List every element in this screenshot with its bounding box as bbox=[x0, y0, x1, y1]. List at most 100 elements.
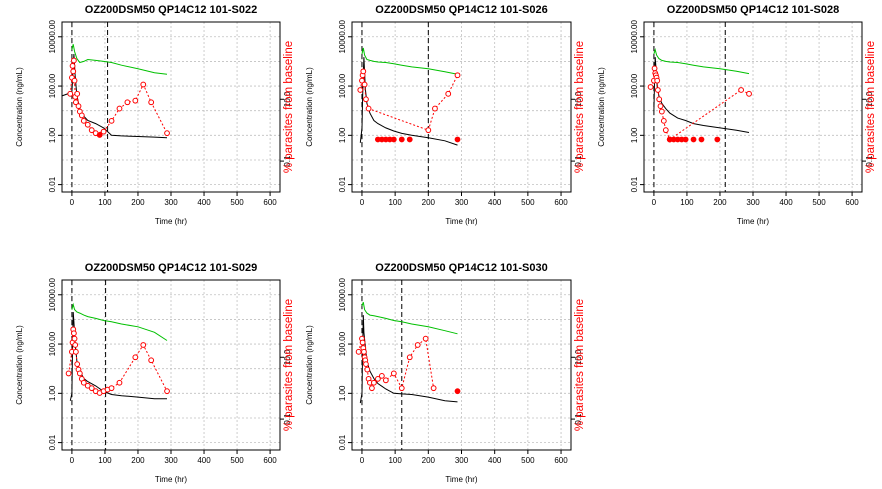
parasite-point bbox=[657, 103, 664, 110]
parasite-point bbox=[164, 388, 170, 395]
y2-tick-label: 10.0 bbox=[283, 349, 292, 365]
parasite-point bbox=[425, 127, 432, 134]
x-tick-label: 0 bbox=[652, 198, 657, 207]
parasite-point bbox=[654, 87, 661, 93]
x-tick-label: 400 bbox=[488, 456, 502, 465]
parasite-point bbox=[454, 72, 461, 79]
parasite-point bbox=[140, 342, 147, 348]
parasite-point-solid bbox=[96, 132, 103, 138]
x-tick-label: 100 bbox=[98, 456, 112, 465]
x-tick-label: 500 bbox=[521, 456, 535, 465]
parasite-point bbox=[84, 121, 91, 128]
parasite-point bbox=[70, 68, 77, 75]
parasite-point bbox=[132, 97, 139, 104]
parasite-point bbox=[72, 348, 79, 355]
x-tick-label: 300 bbox=[455, 198, 469, 207]
parasite-point bbox=[363, 361, 369, 368]
parasite-point bbox=[88, 385, 95, 392]
parasite-point-solid bbox=[682, 136, 689, 143]
x-tick-label: 100 bbox=[680, 198, 694, 207]
parasite-point bbox=[658, 108, 665, 115]
x-tick-label: 500 bbox=[521, 198, 535, 207]
y-tick-label: 10000.00 bbox=[338, 278, 347, 312]
x-tick-label: 300 bbox=[164, 198, 178, 207]
parasite-point bbox=[365, 105, 372, 112]
x-axis-title: Time (hr) bbox=[737, 217, 769, 226]
y-tick-label: 1.00 bbox=[338, 385, 347, 401]
x-tick-label: 300 bbox=[164, 456, 178, 465]
y-tick-label: 100.00 bbox=[48, 331, 57, 356]
y-tick-label: 1.00 bbox=[338, 127, 347, 143]
parasite-point bbox=[738, 87, 745, 93]
x-tick-label: 600 bbox=[554, 198, 568, 207]
y2-tick-label: 10.0 bbox=[574, 349, 583, 365]
y-tick-label: 100.00 bbox=[630, 73, 639, 98]
parasite-point bbox=[355, 348, 362, 355]
parasite-point bbox=[65, 370, 72, 377]
y-tick-label: 10000.00 bbox=[48, 20, 57, 54]
parasite-point bbox=[124, 99, 131, 106]
parasite-point bbox=[364, 366, 371, 373]
parasite-point bbox=[746, 90, 752, 97]
parasite-point bbox=[75, 103, 82, 110]
x-tick-label: 600 bbox=[263, 456, 277, 465]
x-tick-label: 100 bbox=[98, 198, 112, 207]
y-tick-label: 1.00 bbox=[630, 127, 639, 143]
panel-title: OZ200DSM50 QP14C12 101-S028 bbox=[667, 4, 839, 16]
parasite-point bbox=[80, 117, 87, 124]
parasite-point bbox=[378, 372, 385, 379]
y-tick-label: 0.01 bbox=[338, 176, 347, 192]
y-axis-title: Concentration (ng/mL) bbox=[305, 67, 314, 147]
concentration-line bbox=[359, 315, 458, 404]
x-tick-label: 0 bbox=[70, 456, 75, 465]
parasite-point bbox=[651, 65, 658, 72]
parasite-point bbox=[108, 385, 115, 392]
parasite-point bbox=[72, 342, 79, 348]
x-axis-title: Time (hr) bbox=[445, 217, 477, 226]
x-tick-label: 500 bbox=[230, 456, 244, 465]
parasite-point-solid bbox=[454, 388, 461, 395]
y2-axis-title: % parasites from baseline bbox=[283, 41, 295, 173]
panel-title: OZ200DSM50 QP14C12 101-S029 bbox=[85, 262, 257, 274]
y-tick-label: 0.01 bbox=[630, 176, 639, 192]
parasite-point bbox=[78, 112, 85, 119]
x-tick-label: 100 bbox=[388, 198, 402, 207]
y-tick-label: 100.00 bbox=[48, 73, 57, 98]
panel-1: 0 100 200 300 400 500 600 0.01 1.00 100.00 10000.0… bbox=[15, 4, 295, 226]
parasite-point bbox=[74, 90, 81, 97]
y2-tick-label: 0.1 bbox=[283, 413, 292, 425]
parasite-point bbox=[70, 57, 77, 64]
y2-tick-label: 10.0 bbox=[283, 91, 292, 107]
x-tick-label: 600 bbox=[263, 198, 277, 207]
parasite-point bbox=[382, 377, 389, 384]
parasite-point-solid bbox=[690, 136, 697, 143]
concentration-line bbox=[653, 57, 750, 133]
parasite-point bbox=[432, 105, 438, 112]
parasite-point bbox=[71, 335, 78, 342]
parasite-point-solid bbox=[406, 136, 413, 143]
parasite-point bbox=[76, 370, 83, 377]
parasite-point bbox=[390, 370, 397, 377]
x-tick-label: 500 bbox=[812, 198, 826, 207]
green-curve-line bbox=[361, 302, 458, 335]
x-tick-label: 200 bbox=[131, 198, 145, 207]
parasite-point-solid bbox=[714, 136, 721, 143]
y-tick-label: 1.00 bbox=[48, 127, 57, 143]
parasite-point-solid bbox=[698, 136, 705, 143]
y-tick-label: 100.00 bbox=[338, 331, 347, 356]
parasite-point bbox=[662, 127, 669, 134]
y-tick-label: 10000.00 bbox=[48, 278, 57, 312]
y2-tick-label: 0.1 bbox=[865, 155, 874, 167]
parasite-point bbox=[430, 385, 437, 392]
panel-3: 0 100 200 300 400 500 600 0.01 1.00 100.00 10000.0… bbox=[597, 4, 877, 226]
parasite-point bbox=[140, 81, 147, 88]
parasite-point bbox=[108, 117, 115, 124]
x-axis-title: Time (hr) bbox=[445, 475, 477, 484]
parasite-point bbox=[148, 357, 155, 364]
x-tick-label: 200 bbox=[713, 198, 727, 207]
x-tick-label: 0 bbox=[360, 198, 365, 207]
parasite-point bbox=[116, 379, 123, 386]
y2-axis-title: % parasites from baseline bbox=[283, 299, 295, 431]
panel-4: 0 100 200 300 400 500 600 0.01 1.00 100.00 10000.0… bbox=[15, 262, 295, 484]
panel-5: 0 100 200 300 400 500 600 0.01 1.00 100.00 10000.0… bbox=[305, 262, 586, 484]
